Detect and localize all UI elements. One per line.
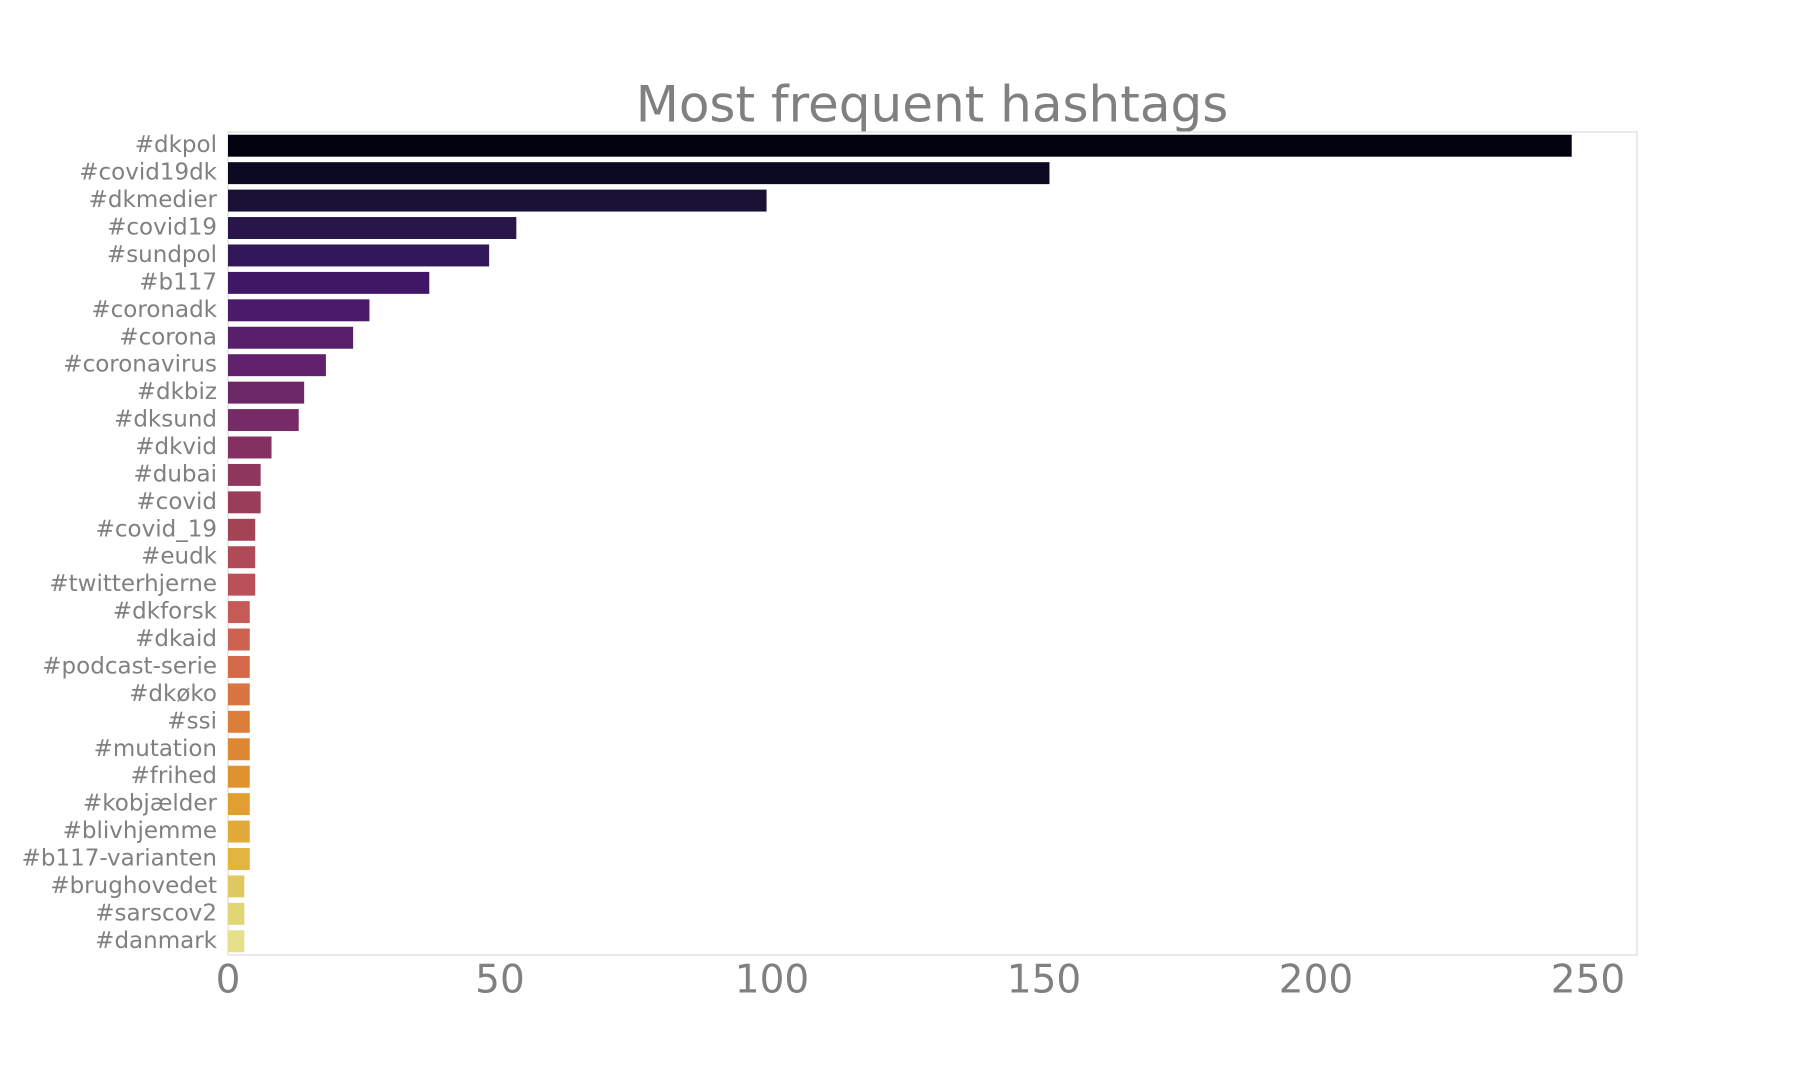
- y-tick-label: #dkøko: [129, 681, 217, 707]
- y-tick-label: #danmark: [95, 928, 217, 954]
- y-tick-label: #dkbiz: [137, 379, 217, 405]
- bar: [228, 573, 256, 596]
- y-tick-label: #sundpol: [107, 242, 217, 268]
- bar: [228, 738, 250, 761]
- bar: [228, 546, 256, 569]
- bar: [228, 299, 370, 322]
- plot-frame: [227, 131, 1638, 956]
- x-tick-label: 250: [1551, 958, 1625, 1003]
- y-tick-label: #corona: [119, 324, 217, 350]
- bar: [228, 162, 1050, 185]
- y-tick-label: #dksund: [114, 407, 217, 433]
- x-tick-label: 100: [735, 958, 809, 1003]
- bar: [228, 436, 272, 459]
- bar: [228, 134, 1572, 157]
- bar: [228, 710, 250, 733]
- y-tick-label: #mutation: [94, 736, 217, 762]
- chart-title: Most frequent hashtags: [636, 76, 1229, 134]
- y-tick-label: #coronadk: [91, 297, 217, 323]
- bar: [228, 601, 250, 624]
- y-tick-label: #dkmedier: [89, 187, 218, 213]
- y-tick-label: #dkpol: [135, 132, 217, 158]
- y-tick-label: #brughovedet: [50, 873, 217, 899]
- y-tick-label: #podcast-serie: [42, 653, 217, 679]
- bar: [228, 271, 430, 294]
- y-tick-label: #kobjælder: [83, 791, 218, 817]
- bar: [228, 381, 305, 404]
- y-tick-label: #b117: [139, 269, 217, 295]
- x-tick-label: 50: [475, 958, 525, 1003]
- bar: [228, 875, 245, 898]
- bar: [228, 793, 250, 816]
- bar: [228, 491, 261, 514]
- bar: [228, 765, 250, 788]
- bar: [228, 326, 354, 349]
- bar: [228, 217, 517, 239]
- y-tick-label: #covid: [136, 489, 217, 515]
- y-tick-label: #ssi: [167, 708, 217, 734]
- bar: [228, 409, 299, 432]
- y-tick-label: #dkvid: [135, 434, 217, 460]
- x-tick-label: 200: [1279, 958, 1353, 1003]
- bar: [228, 683, 250, 706]
- y-tick-label: #dubai: [133, 461, 217, 487]
- y-tick-label: #blivhjemme: [63, 818, 217, 844]
- bar: [228, 244, 490, 267]
- y-tick-label: #covid19dk: [79, 160, 217, 186]
- bar: [228, 354, 326, 377]
- bar: [228, 463, 261, 486]
- y-tick-label: #covid_19: [96, 516, 217, 542]
- x-tick-label: 0: [216, 958, 241, 1003]
- y-tick-label: #twitterhjerne: [49, 571, 217, 597]
- y-tick-label: #sarscov2: [95, 900, 217, 926]
- bar: [228, 930, 245, 953]
- x-tick-label: 150: [1007, 958, 1081, 1003]
- y-tick-label: #eudk: [141, 544, 218, 570]
- bar: [228, 820, 250, 843]
- bar: [228, 902, 245, 925]
- bar: [228, 655, 250, 678]
- y-tick-label: #dkforsk: [113, 599, 218, 625]
- y-tick-label: #covid19: [107, 215, 217, 241]
- y-tick-label: #dkaid: [135, 626, 217, 652]
- bar: [228, 518, 256, 541]
- bar: [228, 189, 767, 212]
- bar: [228, 628, 250, 651]
- bar: [228, 848, 250, 870]
- y-tick-label: #coronavirus: [63, 352, 217, 378]
- y-tick-label: #b117-varianten: [22, 845, 217, 871]
- y-tick-label: #frihed: [130, 763, 217, 789]
